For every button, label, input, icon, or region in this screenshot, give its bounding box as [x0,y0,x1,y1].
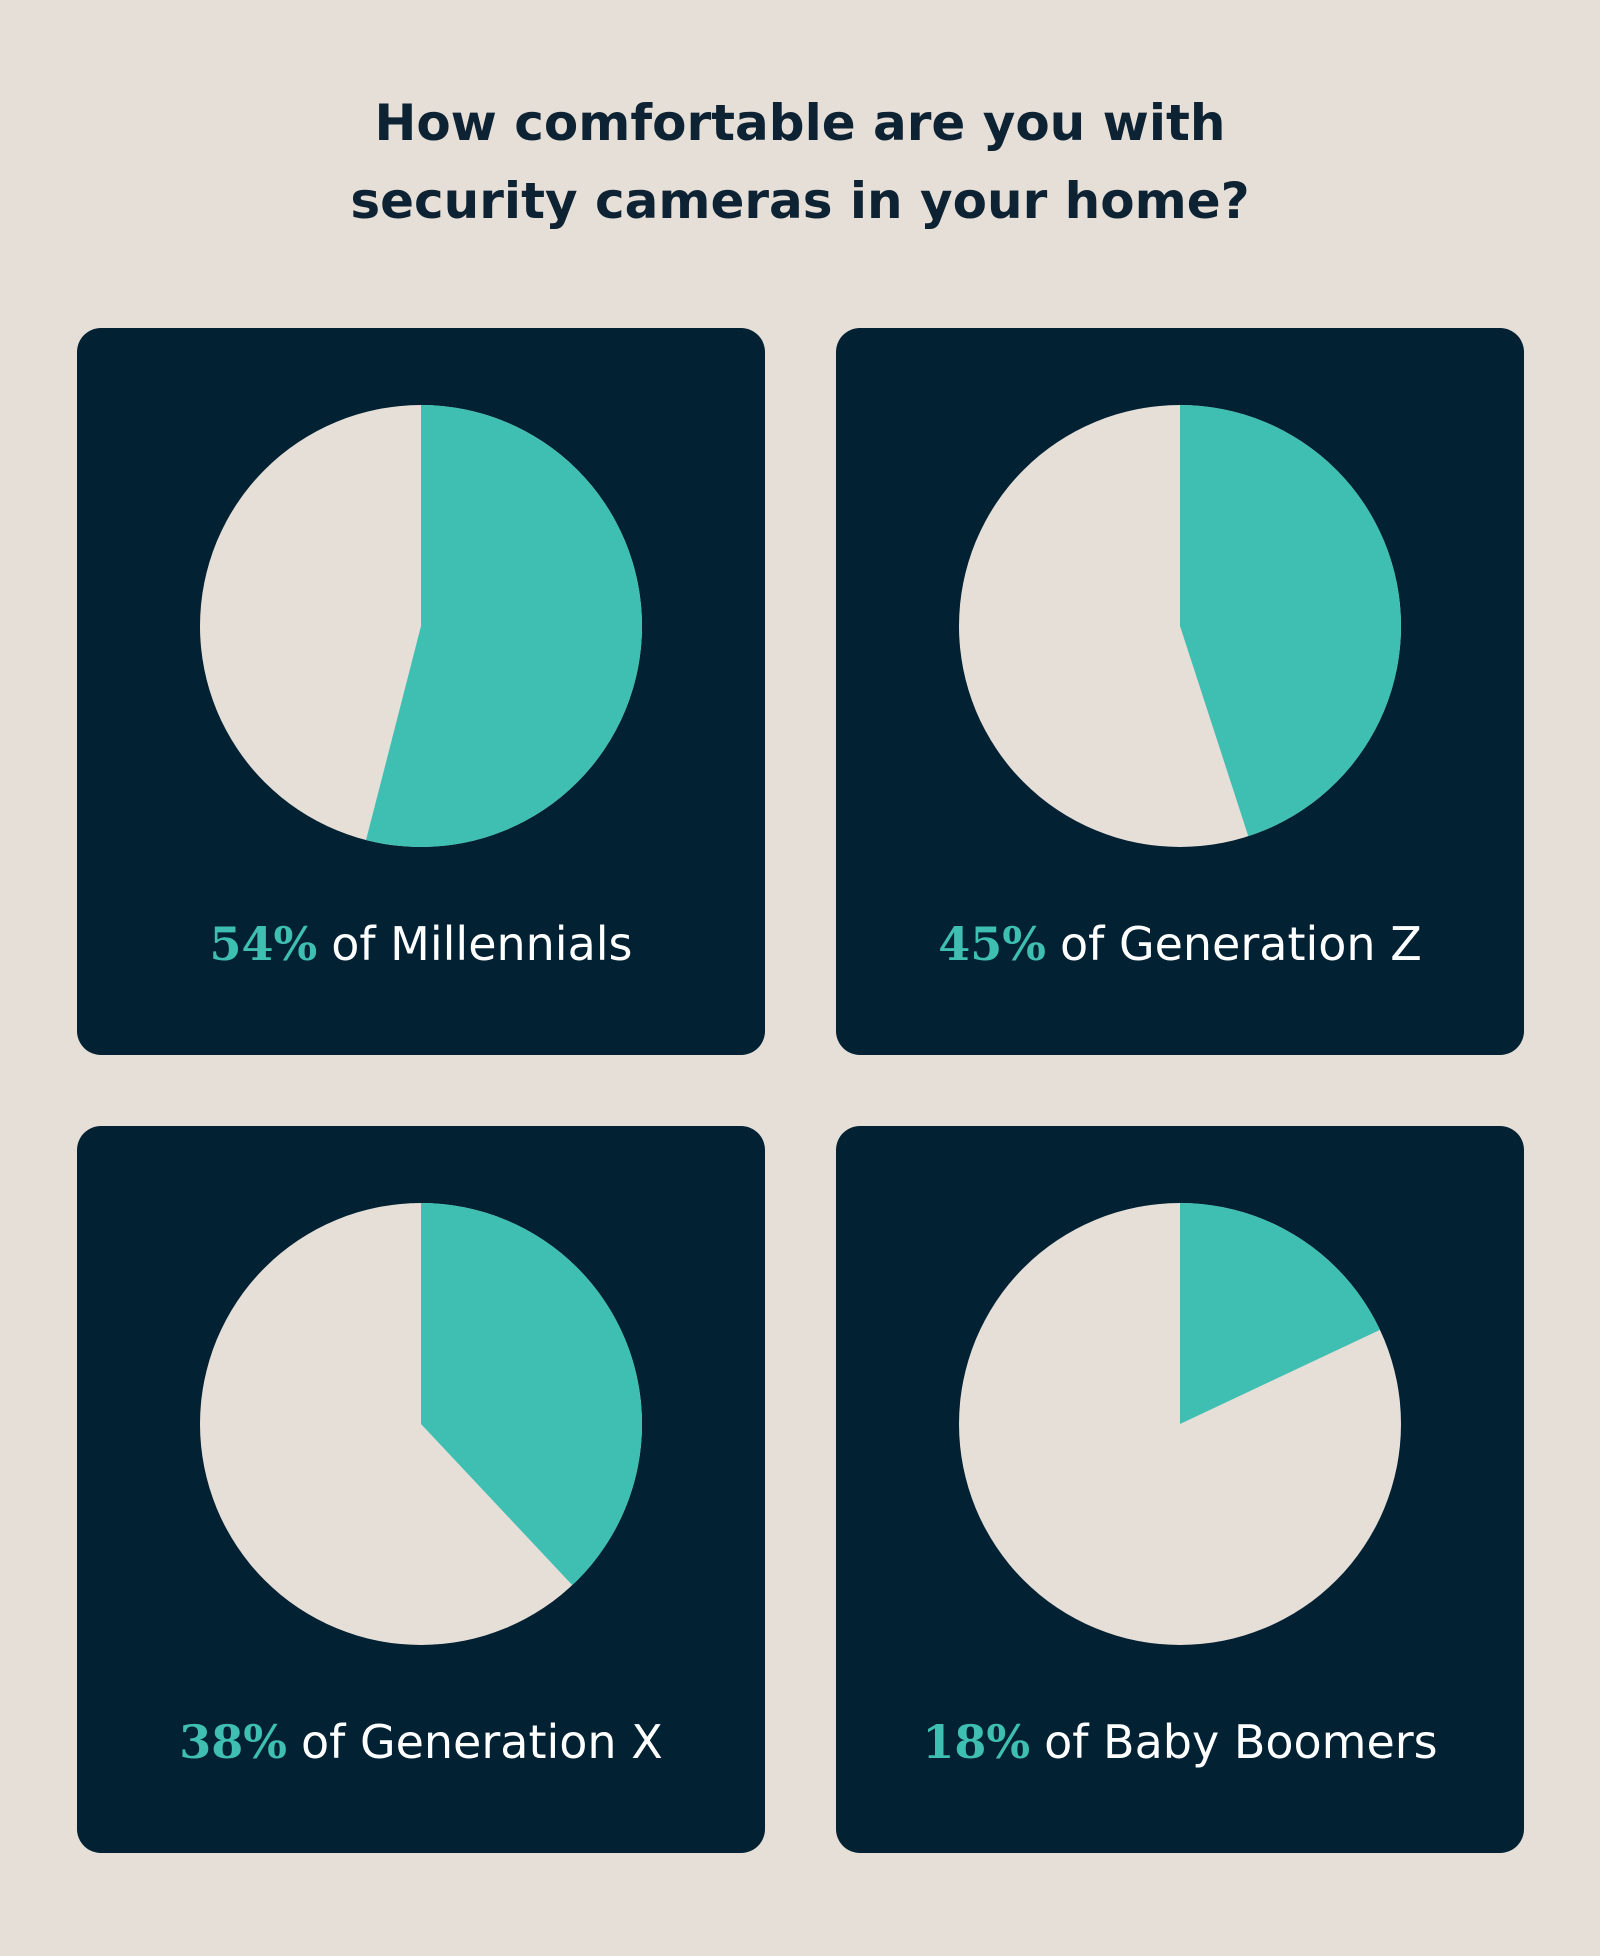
pie-slice [421,1203,643,1586]
pie-slice [1180,405,1402,837]
value-label: 45% [938,917,1046,971]
pie-slice [1180,1203,1380,1424]
category-label: of Baby Boomers [1044,1715,1438,1769]
pie-label: 45% of Generation Z [938,917,1421,971]
value-label: 38% [179,1715,287,1769]
category-label: of Generation Z [1060,917,1422,971]
pie-label: 38% of Generation X [179,1715,662,1769]
pie-slice [366,405,642,848]
pie-label: 18% of Baby Boomers [922,1715,1437,1769]
value-label: 18% [922,1715,1030,1769]
title-line: security cameras in your home? [350,172,1249,230]
value-label: 54% [209,917,317,971]
category-label: of Millennials [331,917,632,971]
title-line: How comfortable are you with [374,94,1225,152]
category-label: of Generation X [301,1715,663,1769]
pie-label: 54% of Millennials [209,917,632,971]
